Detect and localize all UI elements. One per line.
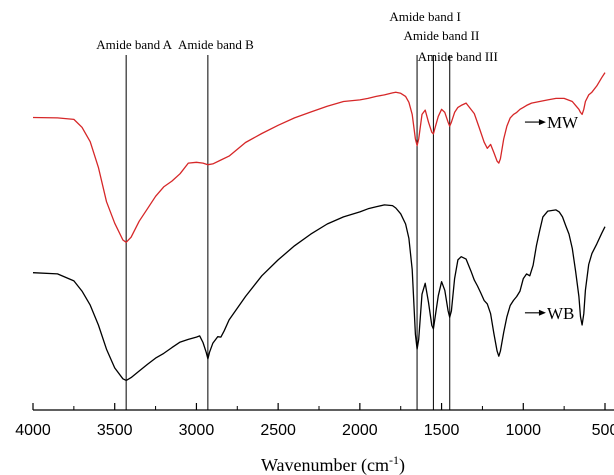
series-labels: MW WB — [524, 113, 579, 323]
x-tick-label: 1500 — [424, 422, 460, 439]
x-tick-label: 3000 — [179, 422, 215, 439]
spectra — [32, 72, 606, 382]
x-axis-title-close: ) — [399, 455, 405, 475]
x-tick-label: 2500 — [260, 422, 296, 439]
series-label: WB — [547, 304, 574, 323]
series-line — [32, 72, 606, 243]
x-tick-label: 1000 — [505, 422, 541, 439]
reference-line-label: Amide band B — [178, 37, 254, 52]
series-line — [32, 204, 606, 382]
x-tick-label: 500 — [592, 422, 614, 439]
reference-line-label: Amide band III — [418, 49, 498, 64]
series-label-arrowhead — [538, 309, 546, 316]
series-label-arrowhead — [538, 119, 546, 126]
x-tick-label: 3500 — [97, 422, 133, 439]
reference-line-label: Amide band I — [389, 9, 460, 24]
series-label: MW — [547, 113, 579, 132]
reference-line-label: Amide band II — [403, 28, 479, 43]
reference-line-label: Amide band A — [96, 37, 172, 52]
x-axis-title-superscript: -1 — [389, 453, 399, 467]
x-tick-label: 2000 — [342, 422, 378, 439]
reference-lines: Amide band A Amide band B Amide band I Amid… — [96, 9, 498, 410]
x-tick-label: 4000 — [15, 422, 51, 439]
x-axis: 4000 3500 3000 2500 2000 1500 1000 500 — [15, 403, 614, 439]
x-axis-title: Wavenumber (cm-1) — [261, 453, 405, 475]
